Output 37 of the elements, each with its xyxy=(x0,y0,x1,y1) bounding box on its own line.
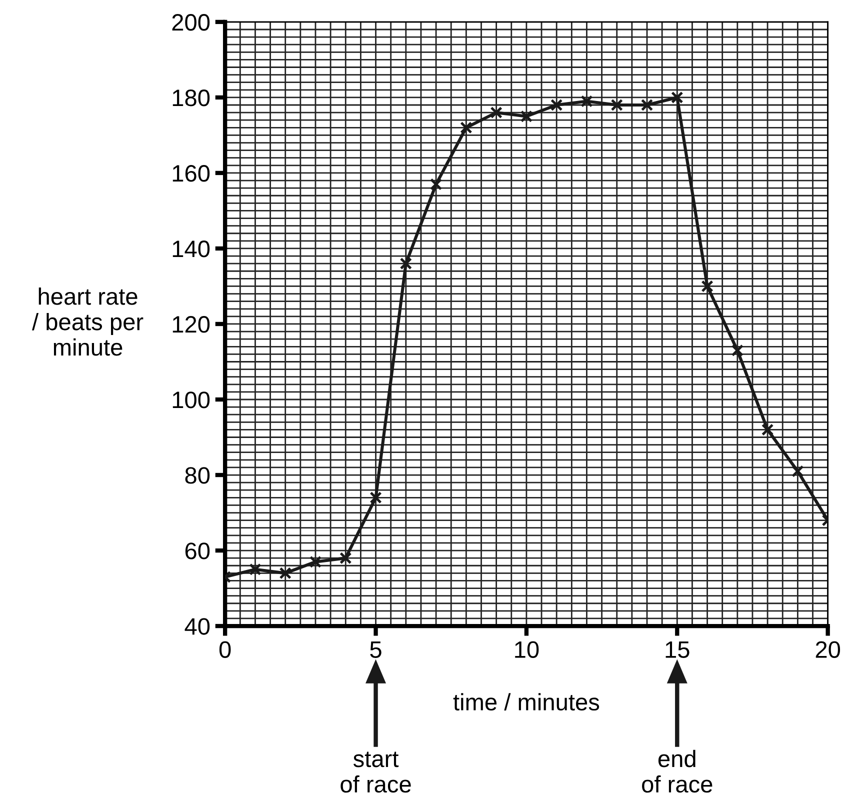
x-tick-label: 0 xyxy=(219,641,231,658)
y-axis-title: heart rate / beats per minute xyxy=(32,288,144,356)
y-tick-label: 140 xyxy=(172,240,210,258)
point xyxy=(792,465,804,478)
point xyxy=(340,552,352,564)
point xyxy=(671,91,684,104)
point xyxy=(400,257,412,270)
point xyxy=(430,178,442,190)
y-tick-label: 200 xyxy=(172,14,210,31)
point xyxy=(490,106,502,119)
point xyxy=(249,563,262,576)
text: end of race xyxy=(642,750,712,793)
y-tick-label: 80 xyxy=(185,467,210,484)
y-tick-label: 60 xyxy=(185,542,210,560)
x-tick-label: 5 xyxy=(370,641,382,658)
text: start of race xyxy=(340,752,411,793)
x-tick-label: 15 xyxy=(666,641,690,658)
y-tick-label: 160 xyxy=(172,165,210,182)
y-tick-label: 180 xyxy=(172,90,210,106)
point xyxy=(580,95,593,108)
y-tick-label: 120 xyxy=(172,316,210,333)
point xyxy=(731,344,744,357)
point xyxy=(550,98,563,112)
x-axis-title: time / minutes xyxy=(453,693,600,711)
point xyxy=(610,98,623,112)
x-tick-label: 10 xyxy=(515,641,539,658)
point xyxy=(701,280,714,292)
point xyxy=(640,98,654,112)
point xyxy=(520,110,533,122)
y-tick-label: 40 xyxy=(184,618,210,635)
point xyxy=(370,492,382,504)
point xyxy=(460,122,472,134)
point xyxy=(279,567,292,580)
point xyxy=(309,556,322,568)
x-tick-label: 20 xyxy=(816,641,840,658)
y-tick-label: 100 xyxy=(172,392,210,408)
point xyxy=(761,424,774,436)
